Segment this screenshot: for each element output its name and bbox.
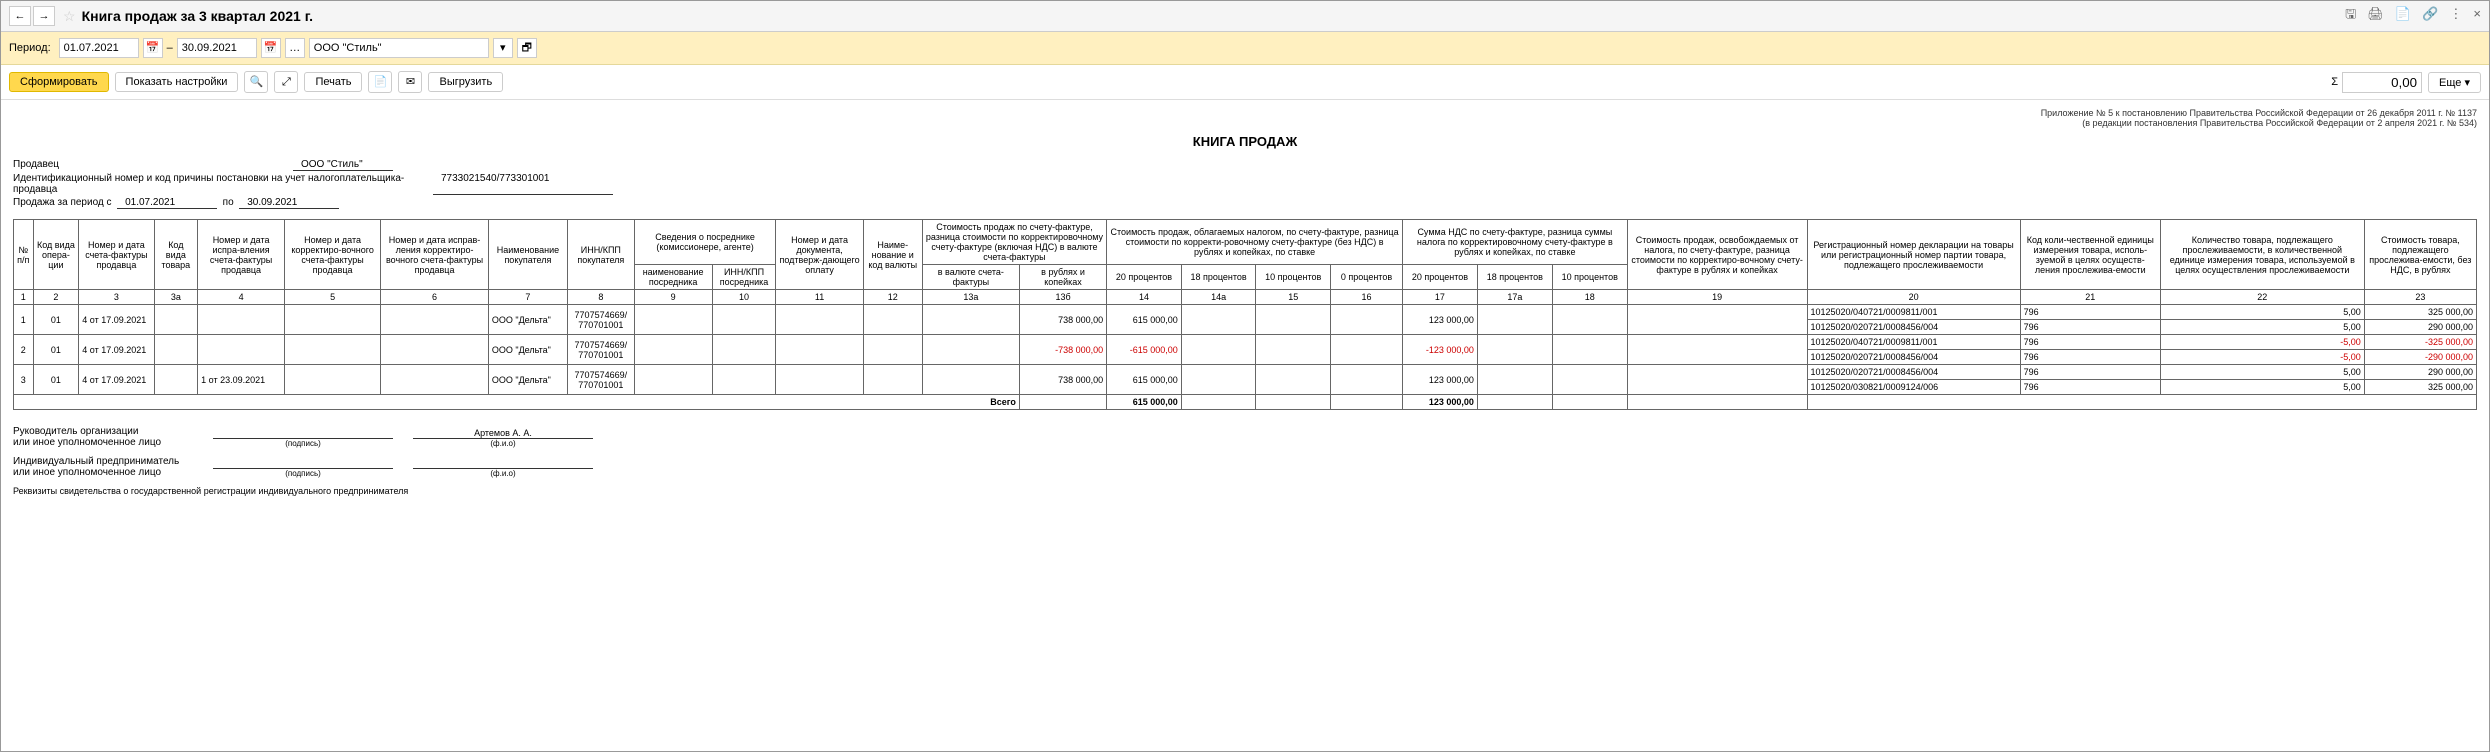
form-button[interactable]: Сформировать [9, 72, 109, 92]
more-button[interactable]: Еще ▾ [2428, 72, 2481, 93]
period-select-icon[interactable]: … [285, 38, 305, 58]
table-row[interactable]: 3014 от 17.09.20211 от 23.09.2021ООО "Де… [14, 365, 2477, 380]
date-from-input[interactable] [59, 38, 139, 58]
save-icon[interactable]: 🖫 [2345, 6, 2356, 21]
print-button[interactable]: Печать [304, 72, 362, 92]
report-title: КНИГА ПРОДАЖ [13, 134, 2477, 149]
expand-icon[interactable]: ⤢ [274, 71, 298, 93]
table-row[interactable]: 1014 от 17.09.2021ООО "Дельта"7707574669… [14, 305, 2477, 320]
legal-text: Приложение № 5 к постановлению Правитель… [13, 108, 2477, 128]
find-icon[interactable]: 🔍 [244, 71, 268, 93]
org-dropdown-icon[interactable]: ▾ [493, 38, 513, 58]
show-settings-button[interactable]: Показать настройки [115, 72, 239, 92]
close-icon[interactable]: × [2473, 6, 2481, 21]
filter-bar: Период: 📅 – 📅 … ▾ 🗗 [1, 32, 2489, 65]
link-icon[interactable]: 🔗 [2422, 6, 2438, 21]
period-label: Период: [9, 42, 51, 54]
calendar-to-icon[interactable]: 📅 [261, 38, 281, 58]
calendar-from-icon[interactable]: 📅 [143, 38, 163, 58]
mail-icon[interactable]: ✉ [398, 71, 422, 93]
signature-block: Руководитель организации или иное уполно… [13, 426, 2477, 496]
report-area: Приложение № 5 к постановлению Правитель… [1, 100, 2489, 751]
back-button[interactable]: ← [9, 6, 31, 26]
report-meta: ПродавецООО "Стиль" Идентификационный но… [13, 159, 2477, 209]
sum-label: Σ [2331, 76, 2338, 88]
sales-table: № п/п Код вида опера-ции Номер и дата сч… [13, 219, 2477, 410]
titlebar: ← → ☆ Книга продаж за 3 квартал 2021 г. … [1, 1, 2489, 32]
more-icon[interactable]: ⋮ [2449, 6, 2462, 21]
pdf-icon[interactable]: 📄 [368, 71, 392, 93]
toolbar: Сформировать Показать настройки 🔍 ⤢ Печа… [1, 65, 2489, 100]
org-select-icon[interactable]: 🗗 [517, 38, 537, 58]
export-button[interactable]: Выгрузить [428, 72, 503, 92]
total-row: Всего615 000,00123 000,00 [14, 395, 2477, 410]
date-to-input[interactable] [177, 38, 257, 58]
org-input[interactable] [309, 38, 489, 58]
table-row[interactable]: 2014 от 17.09.2021ООО "Дельта"7707574669… [14, 335, 2477, 350]
forward-button[interactable]: → [33, 6, 55, 26]
star-icon[interactable]: ☆ [63, 8, 76, 25]
window-title: Книга продаж за 3 квартал 2021 г. [82, 8, 2338, 24]
calc-icon[interactable]: 📄 [2395, 6, 2411, 21]
sum-input[interactable] [2342, 72, 2422, 93]
print-icon[interactable]: 🖨 [2367, 6, 2384, 21]
